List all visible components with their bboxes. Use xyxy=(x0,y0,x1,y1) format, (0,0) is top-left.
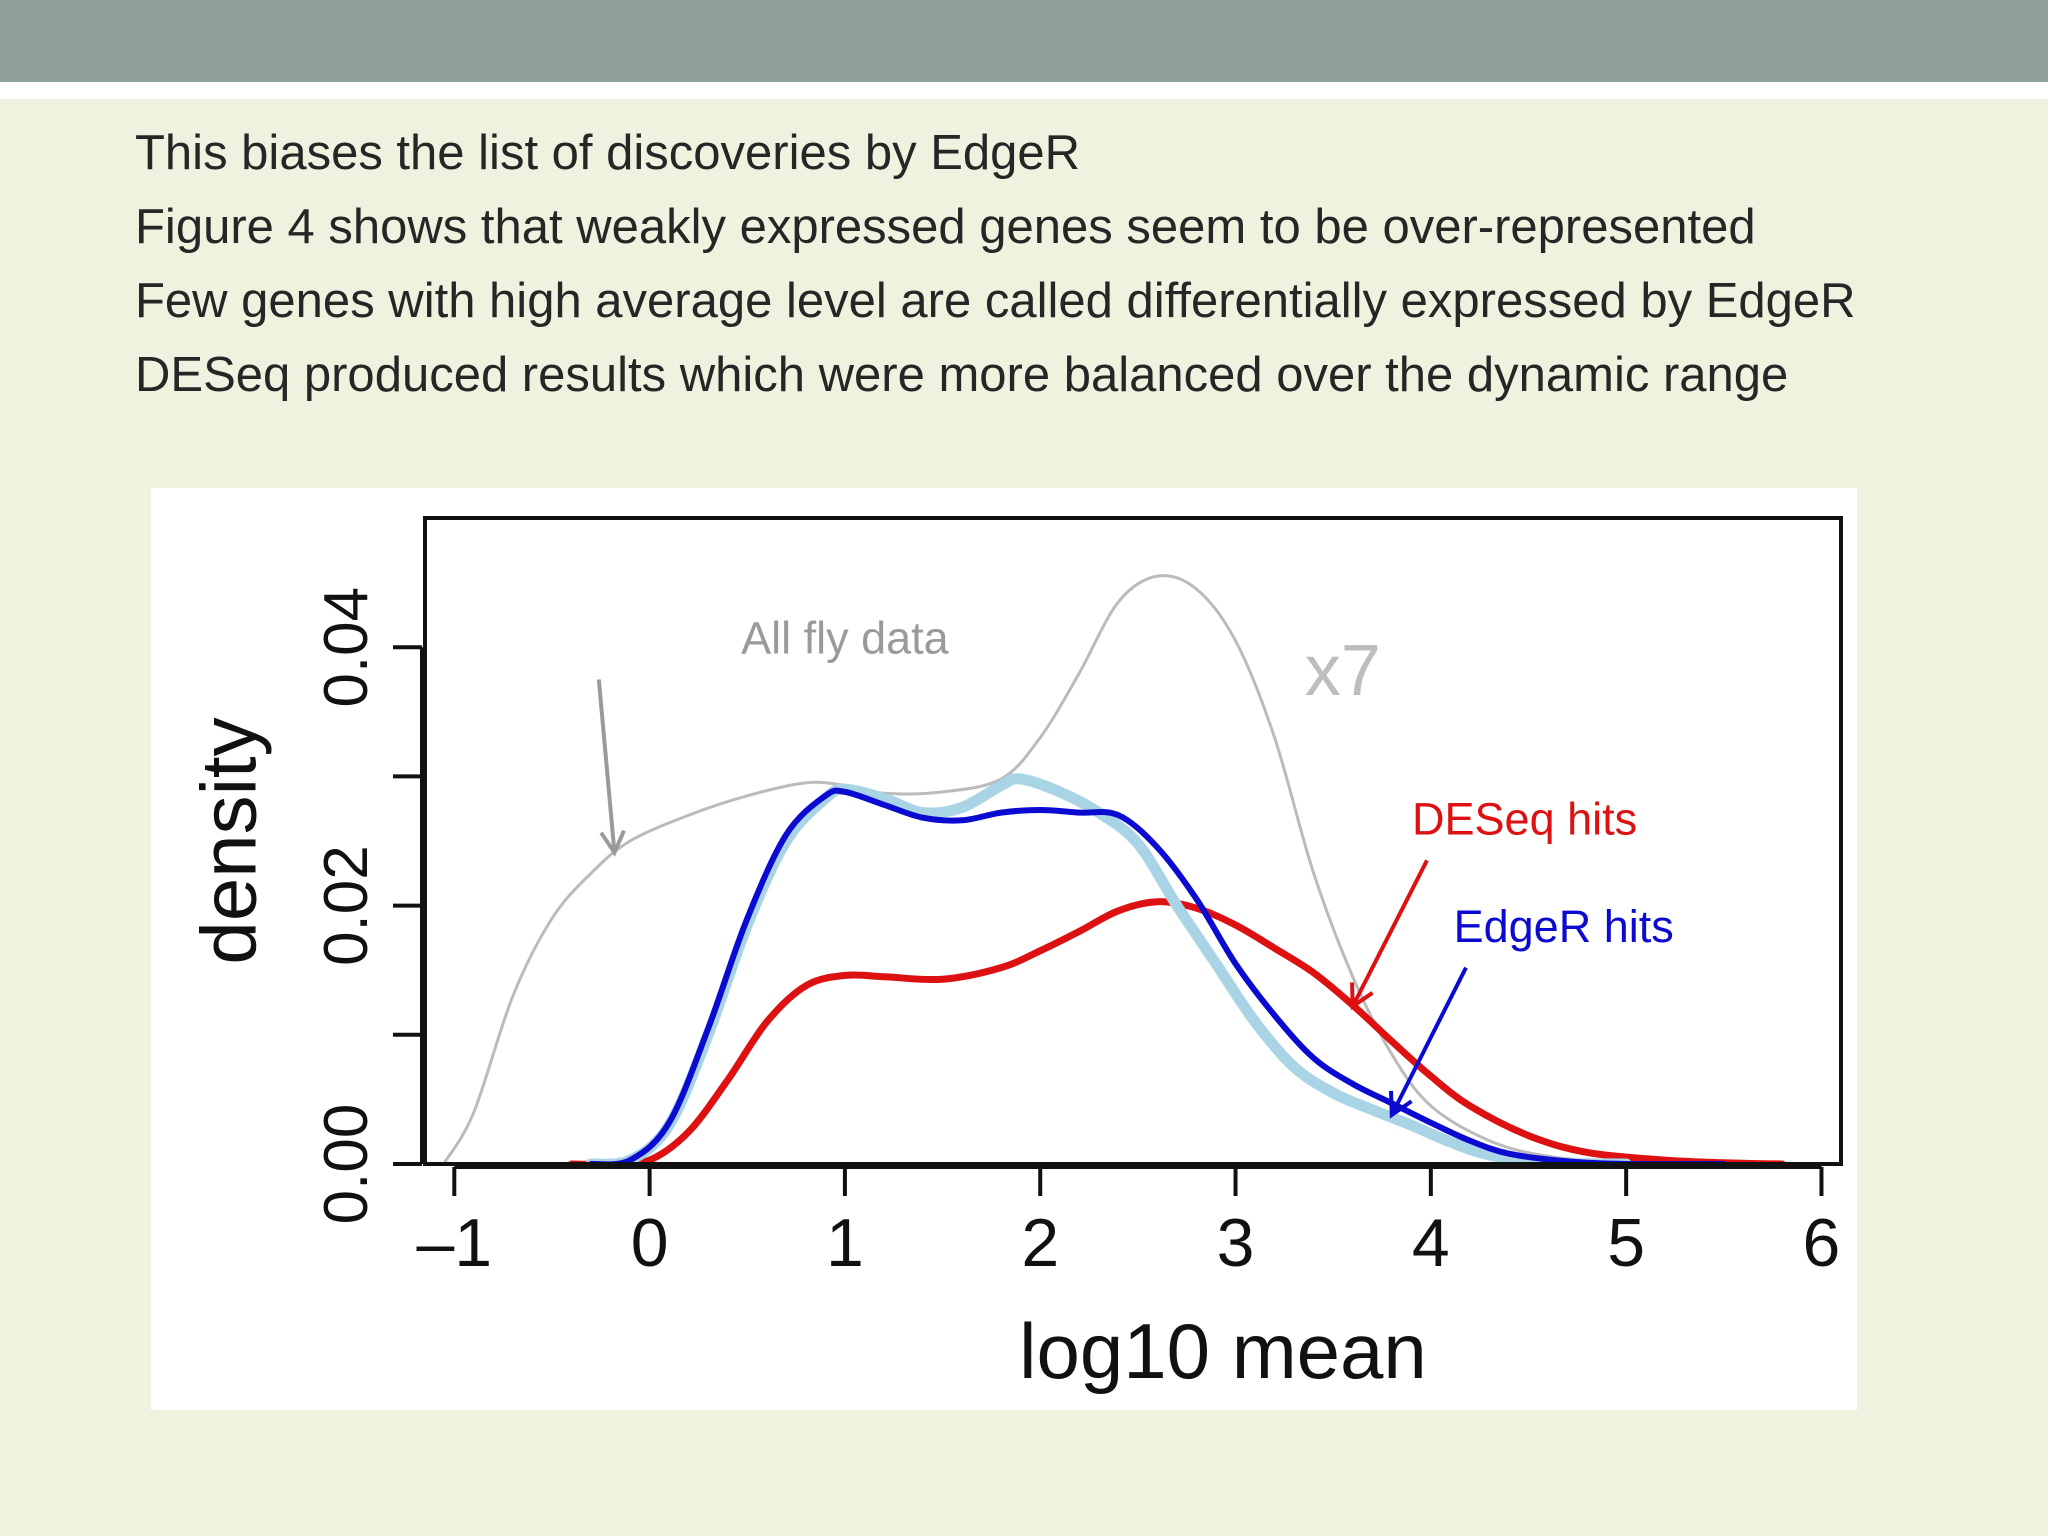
annotation-x7: x7 xyxy=(1305,631,1381,711)
annotation-deseq-hits: DESeq hits xyxy=(1412,794,1637,845)
annotation-arrow-shaft xyxy=(1350,859,1429,1008)
y-axis-label: density xyxy=(185,717,273,964)
x-tick-label: 2 xyxy=(1021,1205,1059,1281)
slide-title-band xyxy=(0,0,2048,82)
x-tick-label: 6 xyxy=(1803,1205,1841,1281)
density-chart-panel: –1 0 1 2 3 4 5 6 0.00 0.02 0.04 All fly data x7 DES… xyxy=(151,488,1857,1410)
chart-annotations: All fly data x7 DESeq hits EdgeR hits xyxy=(596,613,1674,1119)
y-tick-label: 0.02 xyxy=(312,845,381,966)
bullet-line-1: This biases the list of discoveries by E… xyxy=(135,126,1081,180)
slide-body-text: This biases the list of discoveries by E… xyxy=(135,116,2015,412)
annotation-arrow-shaft xyxy=(1390,966,1468,1116)
annotation-arrow-head xyxy=(1388,1090,1413,1119)
x-tick-label: –1 xyxy=(416,1205,492,1281)
x-tick-label: 4 xyxy=(1412,1205,1450,1281)
slide-title-separator xyxy=(0,82,2048,99)
annotation-all-fly-data: All fly data xyxy=(741,613,950,664)
bullet-line-2: Figure 4 shows that weakly expressed gen… xyxy=(135,200,1756,254)
bullet-line-4: DESeq produced results which were more b… xyxy=(135,348,1789,402)
x-tick-label: 3 xyxy=(1217,1205,1255,1281)
annotation-edger-hits: EdgeR hits xyxy=(1454,901,1674,952)
bullet-line-3: Few genes with high average level are ca… xyxy=(135,274,1856,328)
x-tick-label: 1 xyxy=(826,1205,864,1281)
density-curves xyxy=(443,574,1786,1164)
y-tick-label: 0.00 xyxy=(312,1104,381,1225)
series-all-fly-data-line xyxy=(443,574,1726,1164)
annotation-arrow-head xyxy=(599,829,626,857)
density-chart: –1 0 1 2 3 4 5 6 0.00 0.02 0.04 All fly data x7 DES… xyxy=(185,516,1843,1395)
x-tick-label: 0 xyxy=(631,1205,669,1281)
plot-frame xyxy=(423,516,1843,1166)
annotation-arrow-shaft xyxy=(596,679,617,853)
x-tick-label: 5 xyxy=(1607,1205,1645,1281)
x-axis-label: log10 mean xyxy=(1019,1307,1427,1395)
y-axis: 0.00 0.02 0.04 xyxy=(312,587,424,1225)
series-edger-hits-line xyxy=(588,787,1727,1164)
series-deseq-hits-line xyxy=(568,898,1786,1164)
x-axis: –1 0 1 2 3 4 5 6 xyxy=(416,1165,1841,1281)
y-tick-label: 0.04 xyxy=(312,587,381,708)
annotation-arrow-head xyxy=(1350,982,1374,1011)
